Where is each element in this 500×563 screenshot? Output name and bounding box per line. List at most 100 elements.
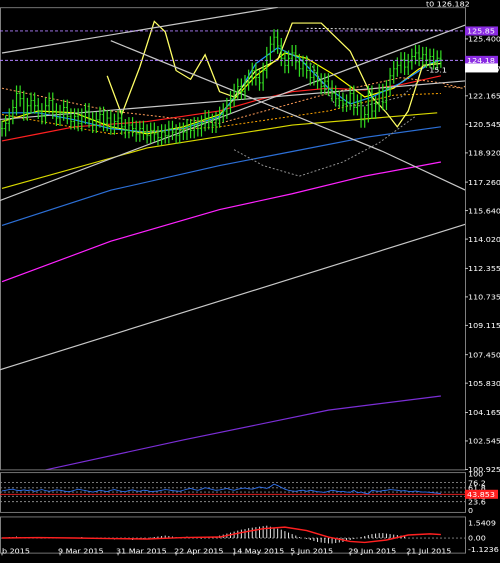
- price-bar: [352, 85, 356, 116]
- series-line-11: [306, 56, 420, 107]
- series-line-12: [233, 115, 416, 177]
- price-bar: [83, 103, 87, 125]
- price-bar: [355, 94, 359, 116]
- price-bar: [134, 120, 138, 142]
- price-bar: [214, 111, 218, 134]
- price-bar: [51, 92, 55, 119]
- price-bar: [192, 117, 196, 139]
- price-bar: [141, 120, 145, 141]
- price-bar: [218, 106, 222, 128]
- series-line-14: [0, 24, 465, 202]
- y-tick-label: 118.920: [468, 149, 500, 158]
- rsi-value-box: [465, 489, 498, 499]
- price-bar: [189, 118, 193, 139]
- macd-level-label: -1.1236: [468, 545, 499, 554]
- price-bar: [203, 110, 207, 132]
- price-bar: [312, 64, 316, 86]
- series-line-17: [1, 7, 278, 54]
- main-panel-frame: [0, 7, 466, 471]
- price-bar: [377, 83, 381, 112]
- price-bar: [330, 80, 334, 102]
- price-label-text: 125.85: [467, 27, 495, 36]
- y-tick-label: 107.450: [468, 351, 500, 360]
- y-tick-label: 117.260: [468, 178, 500, 187]
- price-label-text: 124.18: [467, 56, 495, 65]
- rsi-line: [1, 483, 441, 495]
- price-bar: [287, 50, 291, 74]
- series-line-15: [0, 223, 465, 371]
- price-bar: [258, 69, 262, 91]
- price-bar: [33, 92, 37, 114]
- price-bar: [308, 62, 312, 86]
- rsi-value-text: 43.853: [467, 490, 495, 499]
- price-bar: [279, 38, 283, 67]
- annotation-label: -15.1: [426, 66, 447, 75]
- price-bar: [428, 48, 432, 68]
- price-bar: [91, 111, 95, 134]
- rsi-level-label: 61.8: [468, 484, 486, 493]
- price-bar: [323, 73, 327, 95]
- price-bar: [384, 80, 388, 111]
- series-line-3: [1, 126, 441, 226]
- macd-level-label: 0.00: [468, 534, 486, 543]
- price-bar: [406, 53, 410, 75]
- y-tick-label: 105.830: [468, 379, 500, 388]
- price-bar: [421, 46, 425, 67]
- price-bar: [145, 124, 149, 144]
- price-bar: [363, 106, 367, 128]
- price-bar: [4, 115, 8, 137]
- price-bar: [127, 117, 131, 139]
- price-bar: [25, 97, 29, 121]
- price-bar: [225, 97, 229, 119]
- series-line-4: [1, 161, 442, 283]
- y-tick-label: 100.925: [468, 466, 500, 475]
- series-line-18: [110, 40, 465, 191]
- price-label-box: [465, 26, 498, 36]
- x-tick-label: 22 Apr 2015: [174, 547, 224, 556]
- price-bar: [149, 122, 153, 144]
- price-bar: [283, 50, 287, 74]
- price-bar: [178, 122, 182, 144]
- price-bar: [410, 48, 414, 70]
- price-bar: [36, 97, 40, 119]
- price-bar: [58, 104, 62, 126]
- price-bar: [276, 29, 280, 54]
- price-bar: [232, 83, 236, 107]
- price-bar: [73, 108, 77, 130]
- y-tick-label: 112.355: [468, 264, 500, 273]
- price-bar: [112, 113, 116, 135]
- x-tick-label: 31 Mar 2015: [116, 547, 167, 556]
- price-bar: [432, 48, 436, 70]
- price-bar: [181, 122, 185, 141]
- price-bar: [236, 78, 240, 100]
- price-bar: [18, 85, 22, 107]
- price-bar: [170, 120, 174, 141]
- price-bar: [40, 103, 44, 125]
- rsi-level-label: 23.6: [468, 498, 486, 507]
- price-bar: [109, 110, 113, 135]
- price-bar: [413, 45, 417, 65]
- price-bar: [0, 120, 4, 137]
- price-bar: [366, 85, 370, 123]
- price-bar: [44, 97, 48, 125]
- price-bar: [94, 111, 98, 134]
- price-bar: [268, 36, 272, 63]
- price-bar: [345, 94, 349, 112]
- price-bar: [294, 45, 298, 70]
- price-bar: [98, 106, 102, 128]
- series-line-9: [444, 85, 465, 89]
- price-bar: [116, 110, 120, 130]
- price-bar: [392, 60, 396, 84]
- price-bar: [272, 29, 276, 53]
- rsi-level-label: 76.2: [468, 479, 486, 488]
- price-bar: [156, 125, 160, 146]
- price-bar: [160, 124, 164, 146]
- y-tick-label: 104.165: [468, 409, 500, 418]
- price-bar: [374, 96, 378, 119]
- price-bar: [247, 69, 251, 91]
- price-bar: [76, 108, 80, 132]
- price-bar: [388, 67, 392, 97]
- price-bar: [316, 64, 320, 90]
- price-bar: [174, 124, 178, 144]
